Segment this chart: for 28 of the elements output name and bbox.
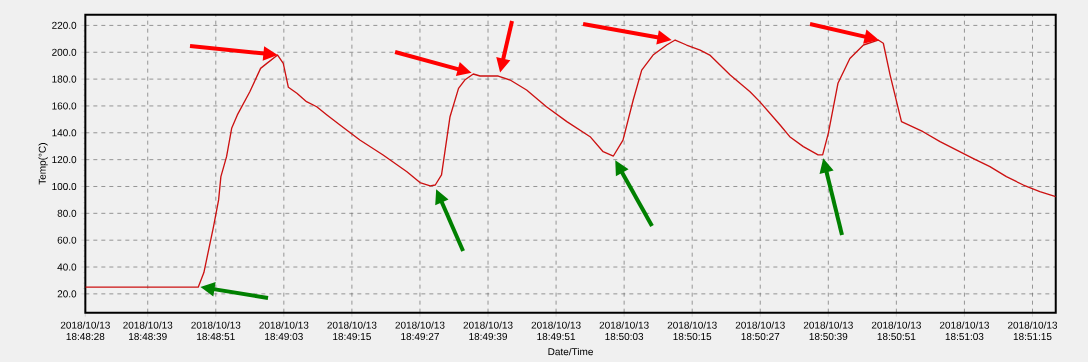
x-tick-label: 2018/10/13 18:51:15: [1007, 321, 1058, 341]
x-tick-label: 2018/10/13 18:49:15: [327, 321, 377, 341]
x-tick-label: 2018/10/13 18:49:27: [395, 321, 445, 341]
x-axis-title: Date/Time: [548, 347, 593, 356]
x-tick-label: 2018/10/13 18:50:39: [803, 321, 853, 341]
x-tick-label: 2018/10/13 18:50:51: [871, 321, 921, 341]
x-tick-label: 2018/10/13 18:49:51: [531, 321, 581, 341]
x-tick-label: 2018/10/13 18:50:03: [599, 321, 649, 341]
y-tick-label: 120.0: [52, 156, 77, 164]
y-tick-label: 80.0: [57, 209, 77, 217]
y-tick-label: 220.0: [52, 21, 77, 29]
x-tick-label: 2018/10/13 18:49:03: [259, 321, 309, 341]
y-tick-label: 140.0: [52, 129, 77, 137]
x-tick-label: 2018/10/13 18:50:15: [667, 321, 717, 341]
y-tick-label: 160.0: [52, 102, 77, 110]
x-tick-label: 2018/10/13 18:48:28: [60, 321, 110, 341]
y-tick-label: 200.0: [52, 48, 77, 56]
x-tick-label: 2018/10/13 18:48:39: [123, 321, 173, 341]
y-tick-label: 60.0: [57, 236, 77, 244]
x-tick-label: 2018/10/13 18:50:27: [735, 321, 785, 341]
y-tick-label: 40.0: [57, 263, 77, 271]
y-axis-title: Temp(°C): [38, 143, 48, 185]
y-tick-label: 100.0: [52, 182, 77, 191]
x-tick-label: 2018/10/13 18:51:03: [939, 321, 989, 341]
y-tick-label: 20.0: [57, 290, 77, 298]
x-tick-label: 2018/10/13 18:48:51: [191, 321, 241, 341]
x-tick-label: 2018/10/13 18:49:39: [463, 321, 513, 341]
y-tick-label: 180.0: [52, 75, 77, 83]
